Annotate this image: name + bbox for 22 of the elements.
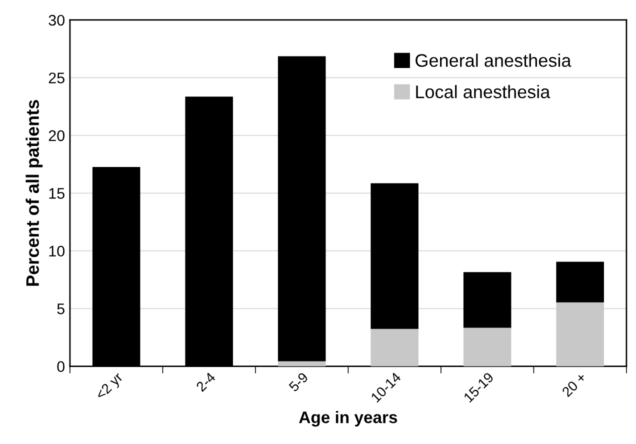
y-axis-title: Percent of all patients xyxy=(26,100,43,286)
bar xyxy=(370,328,418,366)
x-axis-title: Age in years xyxy=(299,410,398,427)
bar xyxy=(556,300,604,366)
legend-label: Local anesthesia xyxy=(416,85,550,98)
y-tick-label: 30 xyxy=(48,14,65,26)
bar xyxy=(463,272,512,328)
x-tick-label: <2 yr xyxy=(94,372,126,402)
bar xyxy=(463,326,512,366)
x-tick-label: 2-4 xyxy=(196,372,216,392)
bar xyxy=(278,56,326,362)
x-tick-label: 20 + xyxy=(561,372,587,398)
y-tick-label: 20 xyxy=(48,130,65,142)
y-tick-label: 25 xyxy=(48,72,64,84)
y-tick-label: 5 xyxy=(57,304,64,314)
bar xyxy=(370,183,418,329)
y-tick-label: 0 xyxy=(57,361,64,372)
bar xyxy=(556,262,604,302)
y-tick-label: 15 xyxy=(49,188,64,199)
x-tick-label: 5-9 xyxy=(288,372,309,392)
legend-label: General anesthesia xyxy=(416,54,572,67)
y-tick-label: 10 xyxy=(49,246,65,257)
